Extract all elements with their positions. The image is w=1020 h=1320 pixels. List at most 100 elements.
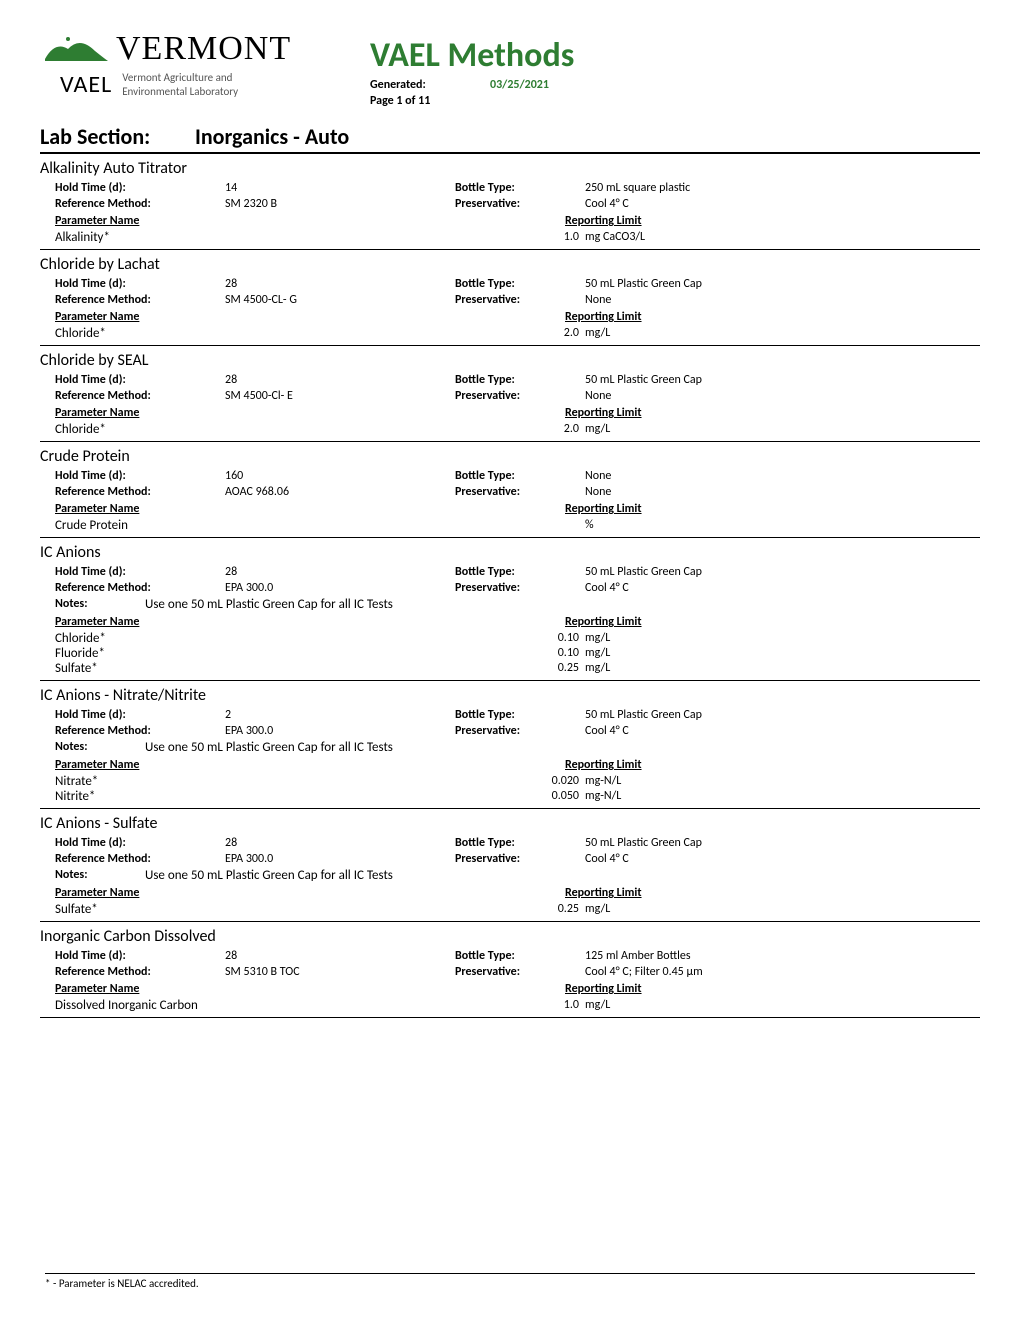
hold-time-value: 28 bbox=[225, 277, 455, 291]
parameter-unit: mg/L bbox=[585, 422, 610, 437]
tree-icon bbox=[40, 31, 110, 68]
parameter-value: 0.020 bbox=[525, 774, 585, 789]
parameter-value: 0.050 bbox=[525, 789, 585, 804]
method-block: Crude Protein Hold Time (d): 160 Bottle … bbox=[40, 442, 980, 538]
reference-method-label: Reference Method: bbox=[55, 485, 225, 499]
method-body: Hold Time (d): 28 Bottle Type: 125 ml Am… bbox=[40, 948, 980, 1018]
reporting-limit-header: Reporting Limit bbox=[565, 615, 642, 629]
parameter-unit: mg-N/L bbox=[585, 774, 621, 789]
notes-value: Use one 50 mL Plastic Green Cap for all … bbox=[145, 868, 980, 883]
preservative-label: Preservative: bbox=[455, 581, 585, 595]
reference-method-label: Reference Method: bbox=[55, 389, 225, 403]
logo-sub-line2: Environmental Laboratory bbox=[122, 85, 238, 98]
reference-method-value: EPA 300.0 bbox=[225, 724, 455, 738]
method-title: IC Anions bbox=[40, 538, 980, 564]
parameter-name: Fluoride* bbox=[55, 646, 525, 661]
method-title: IC Anions - Sulfate bbox=[40, 809, 980, 835]
parameter-unit: mg-N/L bbox=[585, 789, 621, 804]
bottle-type-value: 50 mL Plastic Green Cap bbox=[585, 373, 980, 387]
parameter-row: Dissolved Inorganic Carbon 1.0 mg/L bbox=[55, 998, 980, 1013]
reference-method-value: SM 4500-CL- G bbox=[225, 293, 455, 307]
reference-method-row: Reference Method: AOAC 968.06 Preservati… bbox=[55, 484, 980, 500]
method-title: IC Anions - Nitrate/Nitrite bbox=[40, 681, 980, 707]
preservative-value: Cool 4° C bbox=[585, 197, 980, 211]
parameter-name: Alkalinity* bbox=[55, 230, 525, 245]
lab-section-label: Lab Section: bbox=[40, 123, 190, 150]
parameter-row: Fluoride* 0.10 mg/L bbox=[55, 646, 980, 661]
bottle-type-value: 50 mL Plastic Green Cap bbox=[585, 836, 980, 850]
parameter-row: Nitrite* 0.050 mg-N/L bbox=[55, 789, 980, 804]
reference-method-label: Reference Method: bbox=[55, 724, 225, 738]
method-body: Hold Time (d): 28 Bottle Type: 50 mL Pla… bbox=[40, 372, 980, 442]
bottle-type-value: 250 mL square plastic bbox=[585, 181, 980, 195]
parameter-value: 1.0 bbox=[525, 998, 585, 1013]
method-block: Inorganic Carbon Dissolved Hold Time (d)… bbox=[40, 922, 980, 1018]
reference-method-label: Reference Method: bbox=[55, 852, 225, 866]
hold-time-row: Hold Time (d): 28 Bottle Type: 125 ml Am… bbox=[55, 948, 980, 964]
notes-label: Notes: bbox=[55, 597, 145, 612]
reference-method-value: SM 5310 B TOC bbox=[225, 965, 455, 979]
parameter-value: 0.25 bbox=[525, 902, 585, 917]
parameter-unit: mg CaCO3/L bbox=[585, 230, 645, 245]
lab-section-value: Inorganics - Auto bbox=[195, 123, 349, 150]
hold-time-row: Hold Time (d): 14 Bottle Type: 250 mL sq… bbox=[55, 180, 980, 196]
method-title: Alkalinity Auto Titrator bbox=[40, 154, 980, 180]
parameter-header: Parameter Name Reporting Limit bbox=[55, 884, 980, 902]
method-block: IC Anions - Nitrate/Nitrite Hold Time (d… bbox=[40, 681, 980, 809]
reporting-limit-header: Reporting Limit bbox=[565, 886, 642, 900]
parameter-name-header: Parameter Name bbox=[55, 982, 565, 996]
notes-value: Use one 50 mL Plastic Green Cap for all … bbox=[145, 597, 980, 612]
bottle-type-label: Bottle Type: bbox=[455, 949, 585, 963]
parameter-header: Parameter Name Reporting Limit bbox=[55, 613, 980, 631]
section-header: Lab Section: Inorganics - Auto bbox=[40, 123, 980, 154]
reference-method-label: Reference Method: bbox=[55, 581, 225, 595]
method-body: Hold Time (d): 28 Bottle Type: 50 mL Pla… bbox=[40, 564, 980, 681]
bottle-type-label: Bottle Type: bbox=[455, 373, 585, 387]
parameter-name-header: Parameter Name bbox=[55, 502, 565, 516]
method-block: Chloride by SEAL Hold Time (d): 28 Bottl… bbox=[40, 346, 980, 442]
hold-time-label: Hold Time (d): bbox=[55, 708, 225, 722]
parameter-name-header: Parameter Name bbox=[55, 615, 565, 629]
method-title: Chloride by SEAL bbox=[40, 346, 980, 372]
parameter-unit: mg/L bbox=[585, 998, 610, 1013]
bottle-type-value: 50 mL Plastic Green Cap bbox=[585, 277, 980, 291]
reference-method-label: Reference Method: bbox=[55, 965, 225, 979]
parameter-value: 1.0 bbox=[525, 230, 585, 245]
header: VERMONT VAEL Vermont Agriculture and Env… bbox=[40, 30, 980, 108]
hold-time-value: 28 bbox=[225, 373, 455, 387]
logo-block: VERMONT VAEL Vermont Agriculture and Env… bbox=[40, 30, 350, 99]
title-block: VAEL Methods Generated: 03/25/2021 Page … bbox=[370, 30, 574, 108]
reference-method-label: Reference Method: bbox=[55, 293, 225, 307]
bottle-type-value: None bbox=[585, 469, 980, 483]
parameter-name: Crude Protein bbox=[55, 518, 525, 533]
parameter-name-header: Parameter Name bbox=[55, 886, 565, 900]
parameter-name-header: Parameter Name bbox=[55, 214, 565, 228]
parameter-name: Nitrite* bbox=[55, 789, 525, 804]
parameter-name: Chloride* bbox=[55, 422, 525, 437]
bottle-type-label: Bottle Type: bbox=[455, 565, 585, 579]
preservative-label: Preservative: bbox=[455, 965, 585, 979]
bottle-type-label: Bottle Type: bbox=[455, 277, 585, 291]
reference-method-value: EPA 300.0 bbox=[225, 581, 455, 595]
bottle-type-value: 50 mL Plastic Green Cap bbox=[585, 708, 980, 722]
parameter-name: Nitrate* bbox=[55, 774, 525, 789]
notes-label: Notes: bbox=[55, 868, 145, 883]
parameter-value: 0.10 bbox=[525, 631, 585, 646]
hold-time-label: Hold Time (d): bbox=[55, 565, 225, 579]
parameter-row: Chloride* 2.0 mg/L bbox=[55, 326, 980, 341]
reporting-limit-header: Reporting Limit bbox=[565, 982, 642, 996]
parameter-name-header: Parameter Name bbox=[55, 406, 565, 420]
preservative-label: Preservative: bbox=[455, 389, 585, 403]
reference-method-row: Reference Method: SM 4500-CL- G Preserva… bbox=[55, 292, 980, 308]
bottle-type-label: Bottle Type: bbox=[455, 836, 585, 850]
parameter-name-header: Parameter Name bbox=[55, 310, 565, 324]
parameter-unit: mg/L bbox=[585, 661, 610, 676]
parameter-row: Sulfate* 0.25 mg/L bbox=[55, 661, 980, 676]
method-title: Inorganic Carbon Dissolved bbox=[40, 922, 980, 948]
bottle-type-value: 50 mL Plastic Green Cap bbox=[585, 565, 980, 579]
reporting-limit-header: Reporting Limit bbox=[565, 758, 642, 772]
parameter-row: Sulfate* 0.25 mg/L bbox=[55, 902, 980, 917]
hold-time-row: Hold Time (d): 28 Bottle Type: 50 mL Pla… bbox=[55, 372, 980, 388]
preservative-label: Preservative: bbox=[455, 852, 585, 866]
hold-time-value: 14 bbox=[225, 181, 455, 195]
